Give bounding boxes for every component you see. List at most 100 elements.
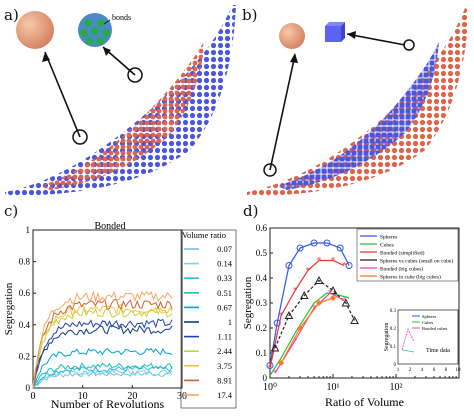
series-line [32,347,173,388]
data-point: * [331,256,336,266]
y-tick-label: 0.8 [19,257,31,267]
legend-entry: 2.44 [217,346,233,356]
panel-c-label: c) [4,202,19,220]
plot-frame [32,229,183,389]
inset-y-tick-label: 0.2 [390,327,397,332]
bonds-label: bonds [112,13,131,22]
segregation-vs-volume-ratio-chart: 0 0.1 0.2 0.3 0.4 0.5 0.6 10⁰ 10¹ 10² Ratio of Vol… [242,223,462,409]
series-line [32,368,173,389]
arrowhead-cluster [103,47,111,56]
panel-b: b) [237,0,474,200]
inset-y-tick-label: 0.3 [390,309,397,314]
data-point: * [293,336,298,346]
inset-x-tick-label: 8 [445,368,448,373]
legend-entry: 1.11 [217,332,232,342]
sample-circle-sphere [263,163,277,177]
series-line [32,298,173,388]
legend-title: Volume ratio [182,230,226,240]
panel-d: d) 0 0.1 0.2 0.3 0.4 0.5 0.6 10⁰ 10¹ 10² Ratio of … [237,200,474,412]
sample-circle-blue [127,67,143,83]
data-point [297,325,304,331]
chart-title: Bonded [94,221,125,232]
data-point: * [342,296,347,306]
inset-x-tick-label: 2 [409,368,412,373]
data-point [330,295,336,301]
inset-x-tick-label: 1 [397,368,400,373]
legend-entry: 0.14 [217,259,233,269]
inset-note: Time data [426,348,450,354]
inset-x-tick-label: 10 [456,368,462,373]
panel-c: c) 0 0.2 0.4 0.6 0.8 1 0 10 20 30 Number of Revolu… [0,200,237,412]
x-axis-label: Ratio of Volume [325,395,404,409]
data-point [323,239,331,247]
legend-entry: 0.33 [217,273,232,283]
panel-a-label: a) [4,6,19,24]
arrow-to-cube [346,33,406,46]
data-point: * [317,256,322,266]
y-tick-label: 0.5 [256,248,268,258]
y-tick-label: 0.2 [256,323,267,333]
inset-series-line [401,349,415,353]
sample-circle-cube [403,39,415,51]
legend-entry: 8.91 [217,375,232,385]
legend-entry: 0.51 [217,288,232,298]
series-line [32,324,173,389]
legend-entry: Bonded (simplified) [380,250,425,257]
data-point [310,239,318,247]
blue-particle-bed [5,5,236,196]
series-line [32,289,173,389]
legend-entry: 0.67 [217,302,232,312]
panel-b-label: b) [242,6,258,24]
series-line [280,297,334,364]
y-axis-label: Segregation [242,276,254,329]
arrowhead-sphere [42,52,50,62]
inset-y-tick-label: 0 [394,363,397,368]
inset-legend-entry: Cubes [422,320,433,325]
orange-particle-bed [247,8,469,196]
x-tick-label: 0 [31,391,36,402]
series-line [32,303,173,389]
inset-legend-entry: Spheres [422,314,436,319]
data-point [336,244,344,252]
inset-x-tick-label: 6 [433,368,436,373]
legend-frame [180,229,237,409]
y-tick-label: 0.3 [256,298,268,308]
inset-x-tick-label: 4 [421,368,424,373]
sample-circle-orange [72,129,88,145]
data-point [270,343,280,352]
data-point [341,298,351,307]
legend-entry: 0.07 [217,244,232,254]
data-point [299,290,309,299]
y-axis-label: Segregation [3,282,15,335]
series-line [269,242,350,366]
series-line [274,292,345,374]
series-line [274,279,356,349]
data-point [266,362,274,369]
series-line [32,318,173,389]
data-point: * [312,303,317,313]
cube-icon [325,22,345,42]
legend-entry: Spheres in cube (big cubes) [380,274,441,281]
legend-entry: Bonded (big cubes) [380,266,423,273]
inset-frame [397,309,459,365]
arrowhead-cube [347,31,356,39]
y-tick-label: 0 [263,373,268,383]
panel-b-snapshot [247,8,469,196]
legend-entry: 3.75 [217,361,232,371]
blue-cube-core [277,42,439,190]
panel-a: a) bonds [0,0,237,200]
y-tick-label: 0 [26,383,31,393]
inset-series-line [401,327,415,351]
x-tick-label: 10² [390,382,403,393]
data-point [345,262,353,269]
y-tick-label: 0.2 [19,351,30,361]
data-point: * [328,288,333,298]
y-tick-label: 1 [26,225,31,235]
y-tick-label: 0.4 [256,273,268,283]
x-tick-label: 10¹ [327,382,340,393]
data-point: * [342,261,347,271]
series-line [32,362,173,388]
bonded-cluster-icon [78,13,112,47]
legend-entry: Cubes [380,243,394,249]
